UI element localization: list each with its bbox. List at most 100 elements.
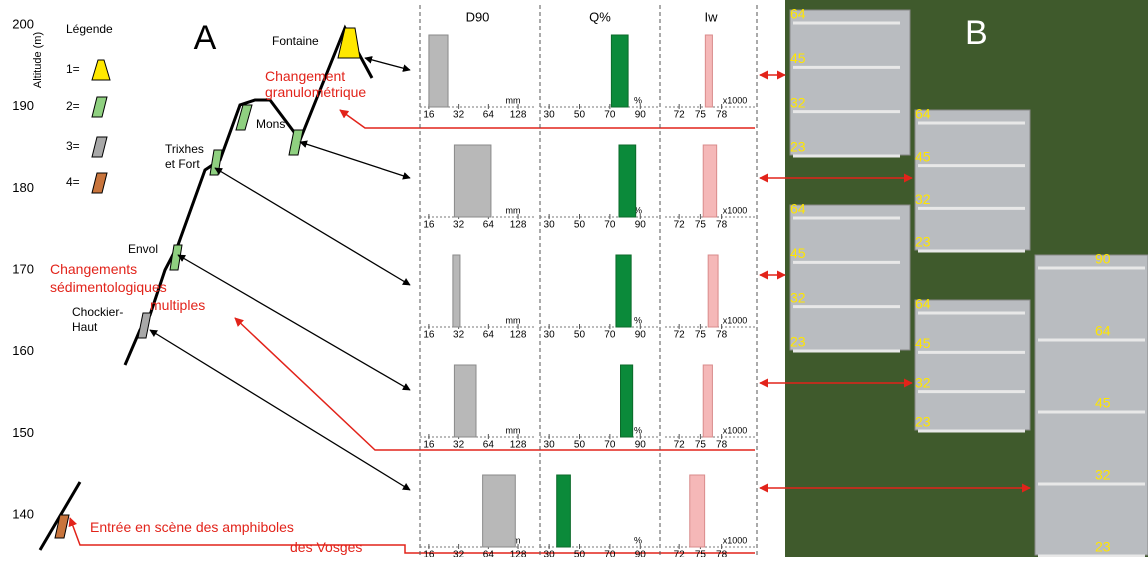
annotation: Envol [128,242,158,256]
y-tick-label: 180 [12,180,34,195]
x-tick-label: 32 [453,220,465,231]
x-tick-label: 30 [544,220,556,231]
annotation: Trixheset Fort [165,142,204,171]
bar [621,365,633,437]
panel-letter: B [965,14,988,52]
sieve-label: 64 [790,6,806,22]
unit-label: % [634,315,642,325]
unit-label: x1000 [723,205,748,215]
photo [785,0,1148,557]
sieve-label: 45 [1095,395,1111,411]
x-tick-label: 78 [716,110,728,121]
sieve-label: 23 [1095,539,1111,555]
annotation: Chockier-Haut [72,305,123,334]
annotation: Fontaine [272,34,319,48]
legend-label: 2= [66,99,80,113]
text-line: Fontaine [272,34,319,48]
text-line: Haut [72,320,98,334]
x-tick-label: 90 [635,330,647,341]
legend-symbol [92,60,110,80]
x-tick-label: 50 [574,440,586,451]
x-tick-label: 72 [674,330,686,341]
x-tick-label: 75 [695,550,707,557]
sieve-label: 23 [915,414,931,430]
bar [454,145,491,217]
x-tick-label: 90 [635,440,647,451]
x-tick-label: 128 [510,110,527,121]
unit-label: mm [506,315,521,325]
legend-label: 3= [66,139,80,153]
sieve-label: 32 [915,374,931,390]
x-tick-label: 50 [574,330,586,341]
bar [611,35,628,107]
sieve-label: 64 [915,296,931,312]
x-tick-label: 70 [604,440,616,451]
bar [557,475,571,547]
text-line: multiples [150,297,205,313]
unit-label: % [634,425,642,435]
annotation: Changementgranulométrique [265,68,366,100]
text-line: Changement [265,68,345,84]
x-tick-label: 32 [453,440,465,451]
x-tick-label: 30 [544,110,556,121]
bar [619,145,636,217]
x-tick-label: 16 [423,550,435,557]
sieve-label: 64 [915,106,931,122]
x-tick-label: 128 [510,550,527,557]
text-line: sédimentologiques [50,279,167,295]
legend-title: Légende [66,22,113,36]
figure: B A Altitude (m) Légende 140150160170180… [0,0,1148,557]
x-tick-label: 64 [483,110,495,121]
unit-label: % [634,95,642,105]
sieve-label: 45 [790,50,806,66]
x-tick-label: 78 [716,330,728,341]
x-tick-label: 72 [674,110,686,121]
text-line: Trixhes [165,142,204,156]
x-tick-label: 75 [695,330,707,341]
text-line: Mons [256,117,285,131]
x-tick-label: 16 [423,330,435,341]
x-tick-label: 64 [483,440,495,451]
x-tick-label: 16 [423,220,435,231]
text-line: des Vosges [290,539,362,555]
annotation: Mons [256,117,285,131]
axis-label: Altitude (m) [32,32,44,88]
x-tick-label: 64 [483,220,495,231]
x-tick-label: 128 [510,330,527,341]
x-tick-label: 70 [604,110,616,121]
panel-letter: A [194,19,217,57]
x-tick-label: 70 [604,550,616,557]
x-tick-label: 78 [716,220,728,231]
unit-label: mm [506,95,521,105]
chart-title: Q% [589,9,611,24]
sieve-label: 32 [790,94,806,110]
bar [429,35,448,107]
y-tick-label: 160 [12,343,34,358]
bar [616,255,631,327]
legend-symbol [92,137,107,157]
unit-label: % [634,535,642,545]
text-line: granulométrique [265,84,366,100]
sieve-label: 23 [790,139,806,155]
x-tick-label: 75 [695,440,707,451]
legend-symbol [92,173,107,193]
y-tick-label: 190 [12,98,34,113]
x-tick-label: 32 [453,110,465,121]
x-tick-label: 16 [423,110,435,121]
x-tick-label: 90 [635,220,647,231]
x-tick-label: 72 [674,440,686,451]
bar [453,255,460,327]
legend-label: 4= [66,175,80,189]
x-tick-label: 32 [453,330,465,341]
x-tick-label: 75 [695,110,707,121]
bar [708,255,718,327]
site-symbol [138,313,151,338]
bar [483,475,516,547]
site-symbol [170,245,182,270]
y-tick-label: 140 [12,506,34,521]
x-tick-label: 78 [716,550,728,557]
x-tick-label: 90 [635,550,647,557]
chart-title: D90 [466,9,490,24]
legend-label: 1= [66,62,80,76]
